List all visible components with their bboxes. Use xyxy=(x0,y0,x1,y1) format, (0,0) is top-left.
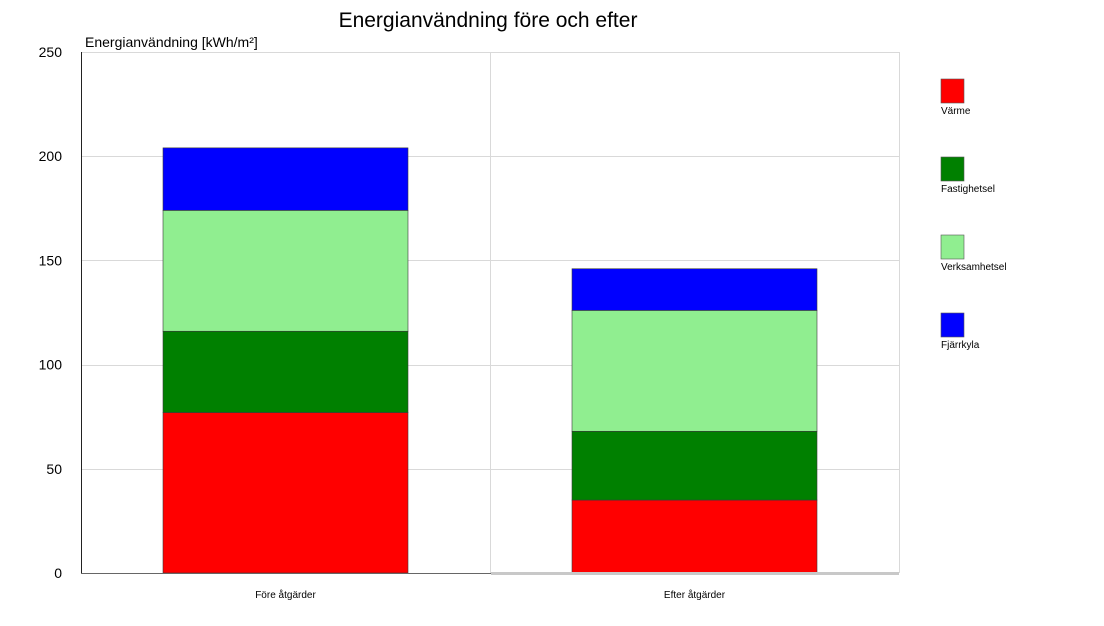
bar-0-series-3 xyxy=(162,147,409,211)
y-axis-label: Energianvändning [kWh/m²] xyxy=(85,34,258,50)
legend-label: Verksamhetsel xyxy=(941,262,1007,273)
bar-1-series-1 xyxy=(571,430,818,501)
legend-swatch xyxy=(940,234,965,260)
legend: Värme Fastighetsel Verksamhetsel Fjärrkyla xyxy=(940,78,1007,351)
y-tick-label: 250 xyxy=(39,44,63,60)
y-axis-ticks: 0 50 100 150 200 250 xyxy=(39,44,63,581)
legend-swatch xyxy=(940,156,965,182)
legend-label: Fastighetsel xyxy=(941,184,995,195)
bar-0-series-1 xyxy=(162,330,409,413)
y-tick-label: 0 xyxy=(54,565,62,581)
legend-swatch xyxy=(940,312,965,338)
y-tick-label: 100 xyxy=(39,357,63,373)
y-tick-label: 50 xyxy=(46,461,62,477)
legend-label: Fjärrkyla xyxy=(941,340,980,351)
legend-label: Värme xyxy=(941,106,971,117)
bar-0-series-0 xyxy=(162,412,409,574)
bar-1-series-2 xyxy=(571,310,818,432)
x-category-label: Efter åtgärder xyxy=(664,589,726,601)
x-axis-categories: Före åtgärder Efter åtgärder xyxy=(255,589,726,601)
bar-1-series-3 xyxy=(571,268,818,311)
y-tick-label: 200 xyxy=(39,148,63,164)
x-category-label: Före åtgärder xyxy=(255,589,316,601)
axes xyxy=(81,52,899,575)
bars xyxy=(162,147,818,574)
chart-title: Energianvändning före och efter xyxy=(339,9,638,32)
bar-1-series-0 xyxy=(571,499,818,574)
bar-0-series-2 xyxy=(162,210,409,332)
y-tick-label: 150 xyxy=(39,252,63,268)
legend-swatch xyxy=(940,78,965,104)
